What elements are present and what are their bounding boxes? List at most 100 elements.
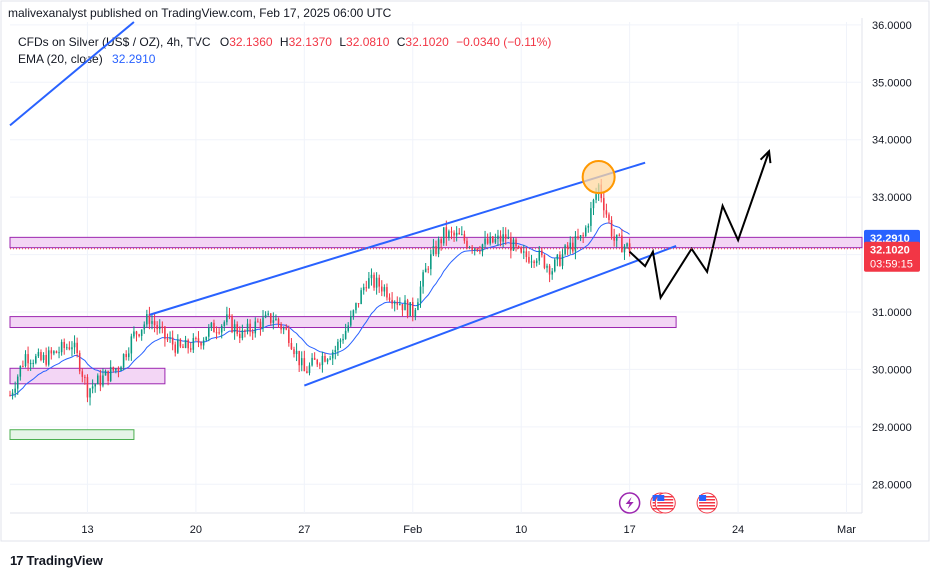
candle bbox=[411, 297, 414, 322]
candle bbox=[280, 322, 282, 334]
tradingview-logo[interactable]: 17 TradingView bbox=[10, 553, 103, 568]
candle bbox=[334, 345, 337, 360]
lightning-icon[interactable] bbox=[618, 492, 641, 514]
candles bbox=[9, 178, 631, 406]
candle bbox=[223, 320, 226, 332]
candle bbox=[117, 366, 120, 378]
candle bbox=[489, 232, 491, 246]
candle bbox=[406, 298, 409, 319]
us-flag-icon[interactable] bbox=[654, 492, 676, 514]
candle bbox=[592, 198, 595, 216]
candle bbox=[445, 220, 448, 246]
candle bbox=[50, 347, 53, 360]
channel-lower[interactable] bbox=[303, 245, 677, 387]
y-tick-label: 35.0000 bbox=[872, 77, 912, 89]
channel-upper[interactable] bbox=[149, 161, 646, 316]
candle bbox=[427, 266, 430, 274]
candle bbox=[337, 338, 339, 356]
candle bbox=[63, 338, 65, 355]
highlight-circle[interactable] bbox=[581, 160, 616, 195]
candle bbox=[319, 362, 321, 370]
candle bbox=[422, 269, 424, 294]
candle bbox=[523, 244, 525, 260]
candle bbox=[375, 272, 378, 295]
candle bbox=[582, 232, 584, 243]
candle bbox=[414, 307, 417, 321]
candle bbox=[22, 360, 24, 368]
projection bbox=[10, 149, 862, 301]
candle bbox=[120, 365, 122, 371]
candle bbox=[24, 350, 27, 368]
candle bbox=[112, 366, 115, 373]
candle bbox=[572, 236, 574, 254]
candle bbox=[504, 227, 507, 245]
candle bbox=[102, 368, 104, 388]
candle bbox=[218, 328, 220, 335]
candle bbox=[344, 323, 347, 340]
ohlc-change: −0.0340 (−0.11%) bbox=[456, 35, 552, 49]
candle bbox=[566, 242, 569, 256]
candle bbox=[81, 368, 84, 383]
countdown-text: 03:59:15 bbox=[870, 259, 913, 271]
candle bbox=[324, 353, 326, 363]
candle bbox=[267, 310, 269, 317]
candle bbox=[189, 342, 192, 353]
candle bbox=[241, 324, 244, 341]
candle bbox=[125, 350, 127, 361]
candle bbox=[530, 254, 533, 268]
candle bbox=[486, 233, 489, 245]
candle bbox=[29, 359, 32, 371]
candle bbox=[11, 389, 14, 400]
trendlines[interactable] bbox=[9, 21, 677, 387]
candle bbox=[228, 307, 231, 320]
candle bbox=[133, 326, 135, 339]
candle bbox=[122, 353, 125, 371]
support-zone[interactable] bbox=[9, 316, 677, 329]
candle bbox=[220, 324, 223, 339]
candle bbox=[135, 330, 138, 342]
candle bbox=[313, 352, 316, 360]
green-zone[interactable] bbox=[9, 429, 135, 440]
ohlc-close-label: C bbox=[396, 35, 406, 49]
candle bbox=[515, 237, 517, 252]
x-tick-label: Feb bbox=[403, 524, 422, 536]
last-price-tag-text: 32.1020 bbox=[870, 245, 910, 257]
candle bbox=[628, 238, 631, 257]
upper-left-line[interactable] bbox=[9, 21, 135, 127]
candle bbox=[342, 333, 344, 344]
chart-legend: CFDs on Silver (US$ / OZ), 4h, TVC O32.1… bbox=[18, 34, 551, 68]
candle bbox=[78, 350, 81, 375]
candle bbox=[257, 318, 259, 323]
candle bbox=[115, 368, 117, 374]
candle bbox=[499, 230, 502, 247]
candle bbox=[158, 319, 161, 334]
candle bbox=[378, 274, 380, 293]
candle bbox=[329, 355, 331, 361]
candle bbox=[254, 317, 257, 338]
candle bbox=[339, 338, 342, 349]
event-markers[interactable] bbox=[618, 492, 718, 514]
ohlc-high: 32.1370 bbox=[288, 35, 332, 49]
projection-path[interactable] bbox=[628, 150, 771, 301]
symbol-title[interactable]: CFDs on Silver (US$ / OZ), 4h, TVC bbox=[18, 35, 211, 49]
candle bbox=[290, 338, 293, 350]
candle bbox=[177, 334, 179, 354]
candle bbox=[316, 358, 319, 368]
candle bbox=[618, 233, 621, 237]
candle bbox=[19, 365, 22, 381]
candle bbox=[448, 229, 450, 241]
us-flag-icon[interactable] bbox=[696, 492, 718, 514]
ema-label[interactable]: EMA (20, close) bbox=[18, 52, 103, 66]
candle bbox=[231, 314, 233, 334]
y-tick-label: 31.0000 bbox=[872, 307, 912, 319]
candle bbox=[104, 369, 107, 376]
candle bbox=[195, 336, 197, 342]
candle bbox=[365, 280, 368, 292]
candle bbox=[303, 350, 306, 372]
candle bbox=[259, 318, 262, 336]
x-tick-label: 27 bbox=[298, 524, 310, 536]
candle bbox=[466, 237, 468, 250]
candle bbox=[569, 236, 572, 255]
candle bbox=[535, 258, 538, 267]
